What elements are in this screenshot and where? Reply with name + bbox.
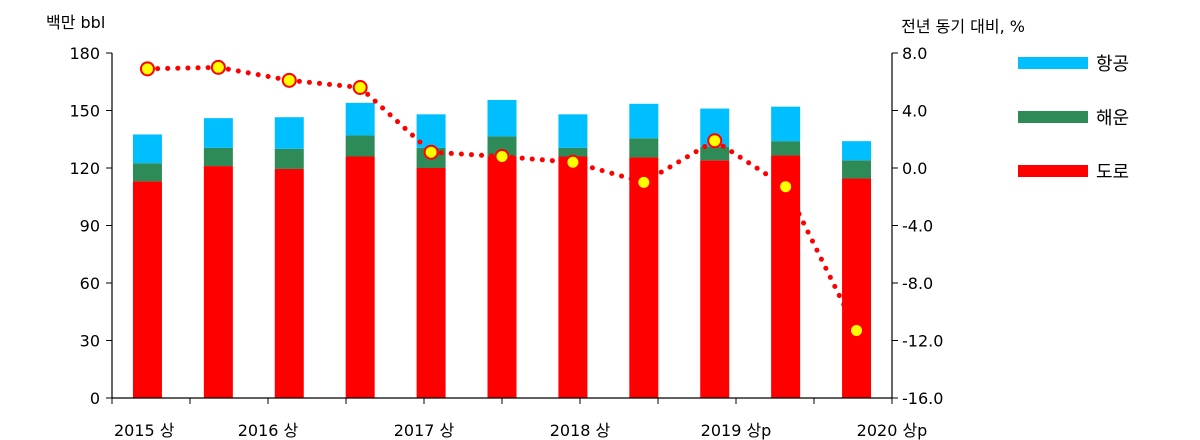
x-tick-label-5: 2020 상p <box>857 421 928 440</box>
bar-shipping-6 <box>558 147 588 157</box>
yoy-point-6 <box>565 154 581 170</box>
bar-aviation-3 <box>345 102 375 136</box>
bar-road-4 <box>416 168 446 398</box>
left-tick-label-1: 30 <box>80 332 100 351</box>
bar-road-0 <box>132 181 162 398</box>
legend-swatch-aviation <box>1018 57 1088 69</box>
bar-shipping-8 <box>700 146 730 161</box>
right-tick-label-5: 4.0 <box>902 102 927 121</box>
right-tick-label-2: -8.0 <box>902 274 933 293</box>
legend-label-road: 도로 <box>1096 162 1130 183</box>
bar-road-5 <box>487 156 517 398</box>
x-tick-label-2: 2017 상 <box>394 421 455 440</box>
yoy-point-2 <box>281 72 297 88</box>
bar-road-2 <box>274 168 304 398</box>
bar-road-3 <box>345 156 375 398</box>
yoy-line-segment-2 <box>286 77 363 90</box>
bar-aviation-2 <box>274 117 304 149</box>
bar-aviation-6 <box>558 114 588 148</box>
bar-road-8 <box>700 160 730 398</box>
yoy-point-0 <box>139 61 155 77</box>
right-tick-label-1: -12.0 <box>902 332 943 351</box>
bar-shipping-7 <box>629 138 659 158</box>
yoy-line-segment-8 <box>712 138 789 190</box>
bar-aviation-7 <box>629 103 659 139</box>
bar-shipping-3 <box>345 135 375 157</box>
bar-road-7 <box>629 157 659 398</box>
bar-aviation-9 <box>771 106 801 142</box>
yoy-point-9 <box>778 179 794 195</box>
bar-road-10 <box>842 178 872 398</box>
bar-aviation-0 <box>132 134 162 164</box>
x-tick-label-3: 2018 상 <box>550 421 611 440</box>
yoy-point-5 <box>494 149 510 164</box>
right-axis-label: 전년 동기 대비, % <box>901 17 1025 36</box>
right-tick-label-4: 0.0 <box>902 159 927 178</box>
yoy-line-segment-6 <box>570 159 647 185</box>
yoy-line-segment-5 <box>499 154 576 165</box>
x-tick-label-1: 2016 상 <box>238 421 299 440</box>
legend-label-aviation: 항공 <box>1096 54 1130 75</box>
yoy-line-segment-1 <box>215 64 292 83</box>
bar-shipping-2 <box>274 148 304 169</box>
x-tick-label-4: 2019 상p <box>701 421 772 440</box>
bar-shipping-10 <box>842 160 872 179</box>
left-tick-label-4: 120 <box>69 159 100 178</box>
bar-road-6 <box>558 156 588 398</box>
bar-shipping-5 <box>487 136 517 157</box>
left-tick-label-0: 0 <box>90 389 100 408</box>
yoy-line-segment-7 <box>641 138 718 185</box>
left-tick-label-6: 180 <box>69 44 100 63</box>
bar-aviation-1 <box>203 118 233 148</box>
x-tick-label-0: 2015 상 <box>114 421 175 440</box>
legend-label-shipping: 해운 <box>1096 108 1130 129</box>
left-tick-label-3: 90 <box>80 217 100 236</box>
yoy-point-7 <box>636 174 652 190</box>
yoy-line-layer <box>139 59 865 338</box>
right-tick-label-3: -4.0 <box>902 217 933 236</box>
yoy-point-1 <box>210 59 226 75</box>
yoy-point-8 <box>707 133 723 149</box>
bar-shipping-1 <box>203 147 233 167</box>
yoy-point-10 <box>849 322 865 338</box>
left-tick-label-2: 60 <box>80 274 100 293</box>
yoy-line-segment-4 <box>428 149 505 159</box>
left-axis-label: 백만 bbl <box>46 13 105 32</box>
yoy-point-3 <box>352 80 368 95</box>
bar-shipping-9 <box>771 141 801 156</box>
bar-road-1 <box>203 166 233 398</box>
legend-swatch-road <box>1018 165 1088 177</box>
yoy-line-segment-3 <box>357 85 434 155</box>
bar-shipping-0 <box>132 163 162 182</box>
yoy-line-segment-0 <box>144 64 221 72</box>
yoy-point-4 <box>423 144 439 160</box>
axes-layer: 0 30 60 90 120 150 180 -16.0 -12.0 -8.0 -4.0 0.0 4.0… <box>69 44 943 440</box>
right-tick-label-0: -16.0 <box>902 389 943 408</box>
bar-aviation-5 <box>487 99 517 137</box>
legend-swatch-shipping <box>1018 111 1088 123</box>
bar-aviation-10 <box>842 141 872 161</box>
yoy-line-segment-9 <box>783 184 860 333</box>
bars-layer <box>132 99 872 398</box>
left-tick-label-5: 150 <box>69 102 100 121</box>
bar-road-9 <box>771 155 801 398</box>
right-tick-label-6: 8.0 <box>902 44 927 63</box>
